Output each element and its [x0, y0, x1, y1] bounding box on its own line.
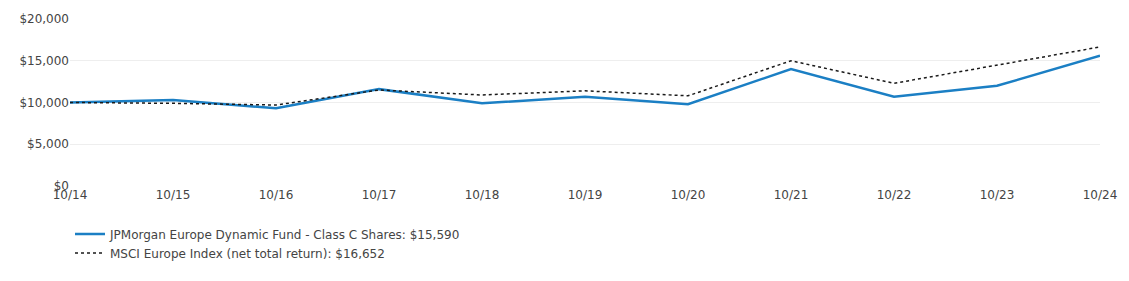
svg-text:10/15: 10/15: [156, 188, 191, 202]
svg-text:10/14: 10/14: [53, 188, 88, 202]
svg-text:10/20: 10/20: [671, 188, 706, 202]
svg-text:10/23: 10/23: [980, 188, 1015, 202]
svg-text:$5,000: $5,000: [27, 137, 69, 151]
svg-text:10/16: 10/16: [259, 188, 294, 202]
svg-text:$20,000: $20,000: [19, 12, 69, 26]
svg-text:MSCI Europe Index (net total r: MSCI Europe Index (net total return): $1…: [110, 247, 385, 261]
svg-text:10/24: 10/24: [1083, 188, 1118, 202]
svg-text:$0: $0: [54, 179, 69, 193]
svg-text:10/19: 10/19: [568, 188, 603, 202]
svg-text:10/21: 10/21: [774, 188, 809, 202]
svg-text:$15,000: $15,000: [19, 54, 69, 68]
svg-text:JPMorgan Europe Dynamic Fund -: JPMorgan Europe Dynamic Fund - Class C S…: [109, 228, 459, 242]
svg-text:$10,000: $10,000: [19, 96, 69, 110]
svg-text:10/17: 10/17: [362, 188, 397, 202]
svg-text:10/18: 10/18: [465, 188, 500, 202]
svg-text:10/22: 10/22: [877, 188, 912, 202]
